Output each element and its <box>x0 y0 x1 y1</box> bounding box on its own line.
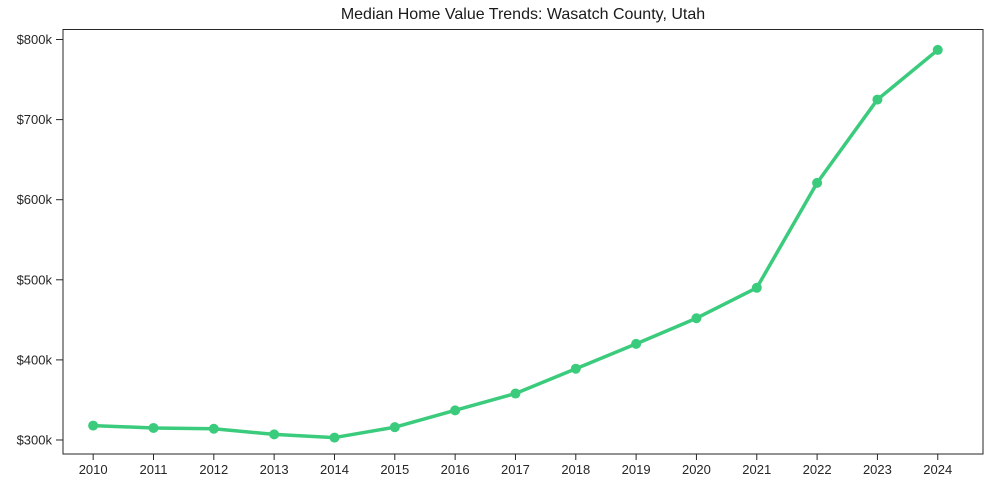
x-tick-label: 2024 <box>923 462 952 477</box>
data-point <box>751 282 762 293</box>
x-tick-label: 2012 <box>199 462 228 477</box>
data-point <box>88 420 99 431</box>
y-tick-label: $500k <box>17 272 53 287</box>
x-tick-label: 2017 <box>501 462 530 477</box>
x-tick-label: 2018 <box>561 462 590 477</box>
trend-line <box>91 48 940 440</box>
x-tick-label: 2014 <box>320 462 349 477</box>
data-point <box>812 177 823 188</box>
data-point <box>631 338 642 349</box>
x-tick-label: 2011 <box>140 462 168 477</box>
x-tick-label: 2019 <box>622 462 651 477</box>
y-tick-label: $800k <box>17 32 53 47</box>
x-tick-label: 2020 <box>682 462 711 477</box>
y-tick-label: $400k <box>17 352 53 367</box>
x-tick-label: 2021 <box>742 462 771 477</box>
x-tick-label: 2010 <box>79 462 108 477</box>
data-point <box>208 423 219 434</box>
x-tick-label: 2013 <box>260 462 289 477</box>
x-tick-label: 2016 <box>441 462 470 477</box>
x-tick-label: 2022 <box>803 462 832 477</box>
y-tick-label: $600k <box>17 192 53 207</box>
data-point <box>148 422 159 433</box>
data-point <box>329 432 340 443</box>
x-tick-label: 2015 <box>380 462 409 477</box>
chart-title: Median Home Value Trends: Wasatch County… <box>340 6 706 23</box>
data-point <box>570 363 581 374</box>
y-tick-label: $300k <box>17 432 53 447</box>
plot-border <box>62 29 984 455</box>
data-point <box>510 388 521 399</box>
y-tick-label: $700k <box>17 112 53 127</box>
x-tick-label: 2023 <box>863 462 892 477</box>
data-point <box>872 94 883 105</box>
data-point <box>691 313 702 324</box>
data-point <box>932 44 943 55</box>
data-point <box>269 429 280 440</box>
data-point <box>389 422 400 433</box>
data-point <box>450 405 461 416</box>
